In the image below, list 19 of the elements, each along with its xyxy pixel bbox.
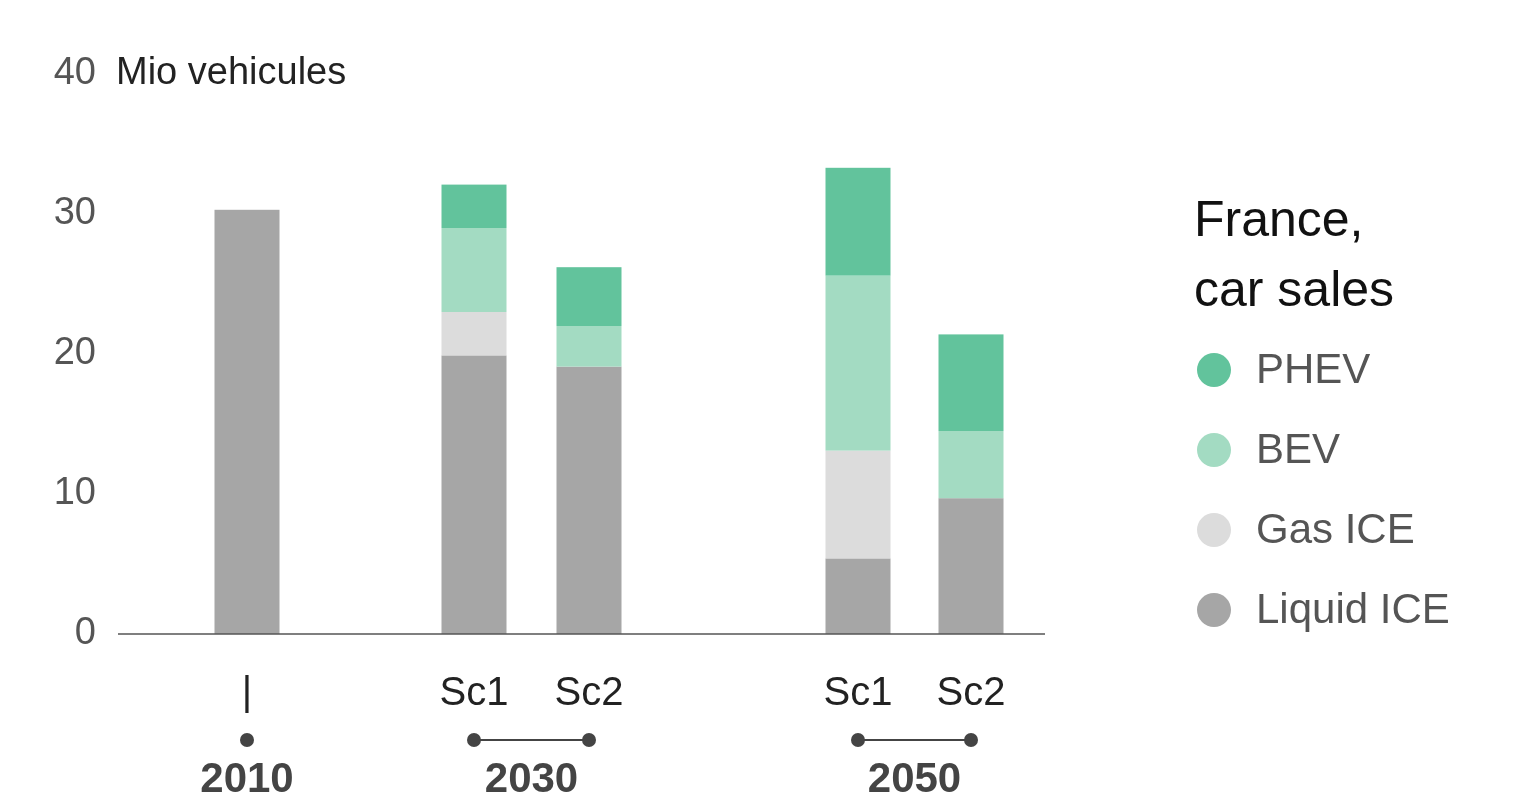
legend-title: France, car sales <box>1194 191 1395 317</box>
y-tick-label: 20 <box>53 330 96 373</box>
text: 2050 <box>867 754 962 801</box>
y-tick-label: 10 <box>53 470 96 513</box>
legend-label: BEV <box>1256 425 1341 473</box>
x-tick-label: Sc1 <box>439 668 509 713</box>
x-tick-label: | <box>241 668 253 713</box>
y-axis-title: Mio vehicules <box>116 50 347 93</box>
y-tick-label: 30 <box>53 190 96 233</box>
x-tick-label: Sc2 <box>554 668 624 713</box>
legend-label: PHEV <box>1256 345 1371 393</box>
legend-label: Liquid ICE <box>1256 585 1450 633</box>
x-tick-label: Sc1 <box>823 668 893 713</box>
y-tick-label: 40 <box>53 50 96 93</box>
legend-label: Gas ICE <box>1256 505 1415 553</box>
text: 2030 <box>484 754 579 801</box>
x-tick-label: Sc2 <box>936 668 1006 713</box>
y-tick-label: 0 <box>74 610 96 653</box>
text: 2010 <box>200 754 294 801</box>
